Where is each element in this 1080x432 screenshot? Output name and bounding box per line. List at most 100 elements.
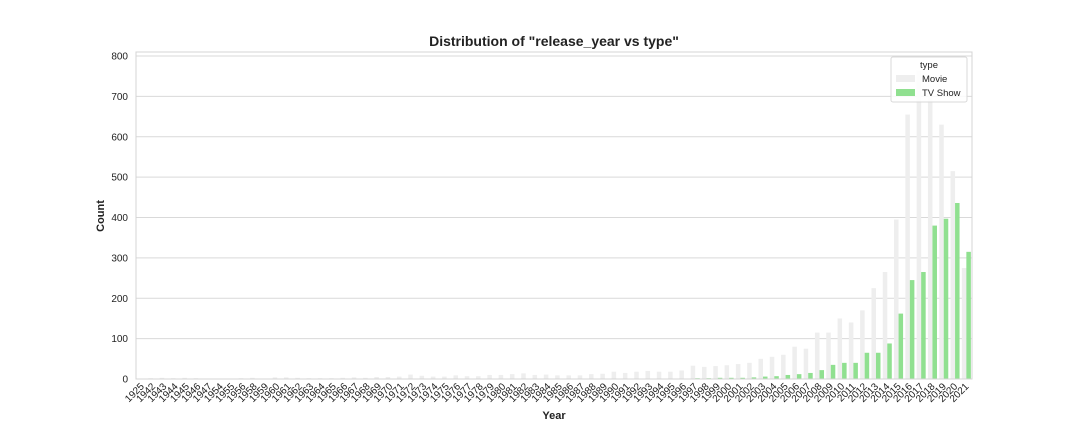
bar-movie-2010 [837, 318, 843, 379]
bar-movie-2000 [724, 365, 730, 379]
plot-frame [135, 51, 973, 380]
y-tick-label: 600 [111, 132, 128, 143]
bar-movie-1994 [656, 371, 662, 379]
y-tick-label: 100 [111, 334, 128, 345]
bar-tv-show-2019 [943, 218, 949, 379]
bar-tv-show-2000 [729, 377, 734, 379]
bar-tv-show-2002 [751, 377, 757, 379]
bar-movie-1992 [634, 371, 639, 379]
bar-movie-1984 [543, 374, 549, 379]
bar-movie-1979 [487, 374, 492, 379]
bar-tv-show-2003 [763, 376, 768, 379]
bar-movie-1966 [340, 377, 345, 379]
bar-movie-2011 [848, 322, 854, 379]
bar-tv-show-2006 [796, 374, 802, 379]
bar-tv-show-2012 [864, 352, 870, 379]
bar-movie-1986 [566, 375, 571, 379]
bar-tv-show-2013 [875, 352, 881, 379]
y-tick-label: 0 [122, 375, 128, 386]
bar-movie-1945 [182, 377, 187, 379]
bar-tv-show-2004 [774, 376, 779, 379]
bar-movie-1993 [645, 370, 651, 379]
x-axis-title: Year [542, 410, 566, 422]
bar-movie-2021 [961, 267, 967, 379]
bar-movie-1962 [295, 377, 300, 379]
bar-movie-1997 [690, 365, 696, 379]
bar-movie-2012 [860, 310, 865, 379]
bar-movie-2018 [927, 96, 933, 379]
bar-movie-1985 [555, 375, 560, 379]
bar-movie-1975 [442, 376, 447, 379]
bar-movie-1989 [600, 373, 605, 379]
bar-movie-2020 [950, 171, 956, 379]
bar-movie-2019 [939, 124, 944, 380]
bar-movie-2003 [758, 358, 763, 379]
y-tick-label: 700 [111, 92, 128, 103]
x-tick-labels: 1925194219431944194519461947195419551956… [123, 381, 972, 405]
y-axis-title: Count [95, 200, 107, 232]
bars [141, 70, 971, 380]
bar-movie-1958 [250, 377, 255, 379]
bar-movie-2001 [735, 364, 741, 379]
bar-movie-1971 [396, 376, 402, 379]
bar-movie-1970 [385, 376, 391, 379]
bar-movie-1967 [351, 377, 357, 379]
bar-movie-1972 [408, 374, 413, 379]
bar-tv-show-2009 [830, 364, 836, 379]
y-tick-label: 800 [111, 52, 128, 63]
bar-tv-show-2010 [842, 362, 847, 379]
bar-movie-1961 [283, 377, 289, 379]
bar-movie-1988 [589, 374, 594, 379]
bar-movie-2014 [882, 272, 888, 379]
bar-movie-1978 [476, 376, 481, 379]
bar-tv-show-2008 [819, 370, 825, 379]
bar-movie-1973 [419, 375, 425, 379]
bar-movie-1991 [622, 372, 628, 379]
y-tick-label: 400 [111, 213, 128, 224]
bar-movie-1983 [532, 374, 538, 379]
y-tick-label: 500 [111, 173, 128, 184]
bar-movie-2016 [905, 114, 910, 380]
bar-movie-1998 [701, 366, 707, 379]
bar-tv-show-2011 [853, 362, 858, 379]
bar-movie-1974 [430, 376, 436, 379]
bar-movie-1996 [679, 370, 684, 379]
legend-title: type [920, 60, 938, 71]
bar-tv-show-2021 [966, 251, 971, 379]
bar-movie-1981 [509, 374, 515, 379]
bar-movie-1976 [453, 375, 458, 379]
bar-movie-2004 [769, 356, 775, 379]
bar-movie-1999 [713, 366, 718, 379]
bar-tv-show-2018 [932, 225, 937, 379]
bar-movie-2017 [916, 70, 922, 380]
legend-label-movie: Movie [922, 74, 947, 85]
y-gridlines [136, 55, 972, 380]
bar-movie-2002 [747, 362, 752, 379]
bar-movie-2009 [826, 332, 831, 379]
bar-tv-show-1999 [717, 377, 723, 379]
bar-tv-show-2001 [740, 377, 745, 379]
legend-label-tv-show: TV Show [922, 88, 961, 99]
bar-movie-1943 [159, 377, 165, 379]
bar-tv-show-2016 [909, 280, 915, 379]
bar-movie-2008 [814, 332, 820, 379]
bar-tv-show-2015 [898, 313, 904, 379]
bar-movie-1995 [668, 371, 673, 379]
bar-movie-1969 [374, 376, 379, 379]
bar-movie-2006 [792, 346, 797, 379]
legend-swatch-tv-show [896, 89, 915, 96]
bar-tv-show-2005 [785, 374, 791, 379]
bar-movie-2005 [781, 354, 786, 379]
y-tick-label: 300 [111, 253, 128, 264]
bar-tv-show-2020 [955, 202, 960, 379]
bar-movie-2013 [871, 288, 876, 379]
y-tick-labels: 0 100 200 300 400 500 600 700 800 [111, 52, 128, 386]
legend: type Movie TV Show [890, 56, 968, 103]
bar-movie-2015 [894, 219, 899, 379]
bar-movie-1960 [272, 377, 278, 379]
bar-tv-show-2014 [887, 343, 892, 379]
bar-movie-1982 [521, 373, 526, 379]
bar-tv-show-2007 [808, 372, 813, 379]
bar-movie-1977 [464, 376, 470, 379]
